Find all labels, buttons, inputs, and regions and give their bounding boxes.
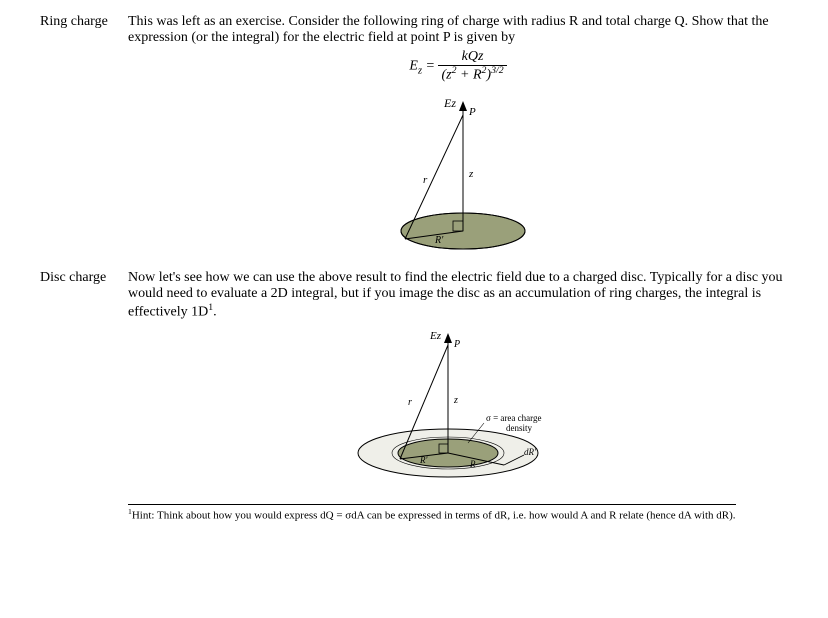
- page: Ring charge This was left as an exercise…: [0, 0, 828, 618]
- ring-body: This was left as an exercise. Consider t…: [128, 14, 788, 266]
- svg-text:z: z: [453, 395, 458, 406]
- footnote-text: Hint: Think about how you would express …: [132, 509, 736, 521]
- ring-text: This was left as an exercise. Consider t…: [128, 14, 769, 45]
- disc-section: Disc charge Now let's see how we can use…: [40, 270, 788, 523]
- eq-eq: =: [422, 59, 438, 74]
- svg-text:R': R': [434, 235, 444, 246]
- svg-text:R': R': [419, 455, 428, 465]
- svg-text:Ez: Ez: [443, 96, 456, 110]
- disc-figure: Ez P r z R' R dR' σ = area charge densit…: [128, 325, 788, 490]
- eq-lhs: E: [409, 59, 418, 74]
- svg-text:r: r: [408, 397, 412, 408]
- svg-text:P: P: [468, 106, 476, 118]
- disc-text: Now let's see how we can use the above r…: [128, 270, 783, 320]
- eq-den: (z2 + R2)3/2: [438, 66, 506, 83]
- svg-text:Ez: Ez: [429, 330, 442, 342]
- svg-text:R: R: [469, 459, 476, 469]
- ring-figure: Ez P r z R': [128, 91, 788, 266]
- ring-diagram-icon: Ez P r z R': [343, 91, 573, 261]
- svg-text:dR': dR': [524, 447, 537, 457]
- eq-fraction: kQz (z2 + R2)3/2: [438, 50, 506, 83]
- disc-body: Now let's see how we can use the above r…: [128, 270, 788, 523]
- footnote: 1Hint: Think about how you would express…: [128, 504, 736, 524]
- svg-text:σ = area charge: σ = area charge: [486, 413, 541, 423]
- ring-equation: Ez = kQz (z2 + R2)3/2: [128, 50, 788, 83]
- svg-text:density: density: [506, 423, 532, 433]
- disc-period: .: [213, 305, 217, 320]
- svg-text:P: P: [453, 339, 460, 350]
- svg-text:z: z: [468, 168, 474, 180]
- disc-label: Disc charge: [40, 270, 128, 286]
- eq-num: kQz: [438, 50, 506, 66]
- disc-diagram-icon: Ez P r z R' R dR' σ = area charge densit…: [308, 325, 608, 485]
- ring-label: Ring charge: [40, 14, 128, 30]
- ring-section: Ring charge This was left as an exercise…: [40, 14, 788, 266]
- svg-text:r: r: [423, 174, 428, 186]
